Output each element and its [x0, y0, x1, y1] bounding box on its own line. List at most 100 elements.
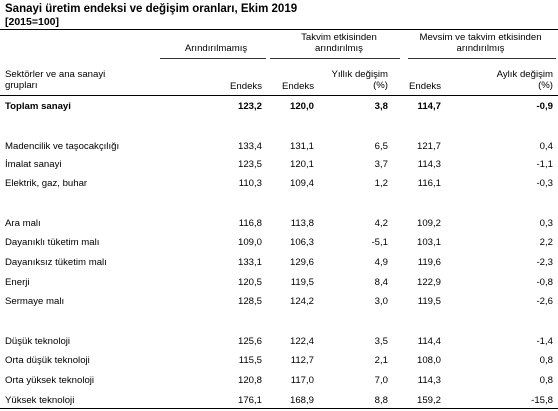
row-value: 116,8: [238, 218, 262, 229]
header-index-seasonal: Endeks: [409, 81, 441, 92]
row-value: 0,4: [539, 141, 553, 152]
row-value: 159,2: [416, 395, 441, 406]
row-value: -0,9: [536, 101, 553, 112]
row-value: -1,1: [536, 159, 553, 170]
row-label: Elektrik, gaz, buhar: [5, 178, 88, 189]
row-value: 119,5: [417, 296, 441, 307]
table-row: Dayanıksız tüketim malı 133,1 129,6 4,9 119,…: [0, 257, 558, 271]
table-row: Orta yüksek teknoloji 120,8 117,0 7,0 114,3 0…: [0, 375, 558, 389]
row-value: 123,2: [237, 101, 262, 112]
row-value: 109,2: [416, 218, 441, 229]
row-value: 106,3: [289, 237, 314, 248]
row-value: 116,1: [417, 178, 441, 189]
row-value: 131,1: [289, 141, 314, 152]
header-index-unadjusted: Endeks: [230, 81, 262, 92]
table-title: Sanayi üretim endeksi ve değişim oranlar…: [5, 3, 298, 15]
row-value: 168,9: [289, 395, 314, 406]
row-label: Madencilik ve taşocakçılığı: [5, 141, 120, 152]
header-rule: [0, 95, 558, 96]
row-value: 114,4: [417, 336, 441, 347]
table-row: Sermaye malı 128,5 124,2 3,0 119,5 -2,6: [0, 296, 558, 310]
row-value: 120,5: [237, 277, 262, 288]
header-sectors: Sektörler ve ana sanayi grupları: [5, 69, 106, 91]
row-value: -15,8: [531, 395, 553, 406]
rule-calendar: [270, 58, 400, 59]
row-label: Enerji: [5, 277, 30, 288]
row-label: Dayanıklı tüketim malı: [5, 237, 100, 248]
row-value: 109,4: [289, 178, 314, 189]
table-row: Ara malı 116,8 113,8 4,2 109,2 0,3: [0, 218, 558, 232]
bottom-rule: [0, 408, 558, 409]
row-value: 125,6: [237, 336, 262, 347]
row-value: 3,0: [374, 296, 388, 307]
row-value: 114,3: [417, 159, 441, 170]
row-value: 0,8: [539, 375, 553, 386]
row-value: -0,8: [536, 277, 553, 288]
row-value: 114,7: [417, 101, 441, 112]
row-value: 8,4: [374, 277, 388, 288]
rule-seasonal: [408, 58, 556, 59]
row-value: 4,9: [374, 257, 388, 268]
row-label: Orta düşük teknoloji: [5, 355, 90, 366]
row-value: 114,3: [417, 375, 441, 386]
header-calendar-adjusted: Takvim etkisinden arındırılmış: [301, 32, 377, 54]
row-value: 6,5: [374, 141, 388, 152]
row-value: 3,8: [374, 101, 388, 112]
row-value: -2,6: [536, 296, 553, 307]
row-value: 133,1: [237, 257, 262, 268]
row-label: Dayanıksız tüketim malı: [5, 257, 107, 268]
row-value: 110,3: [238, 178, 262, 189]
row-value: 3,7: [374, 159, 388, 170]
row-value: -1,4: [536, 336, 553, 347]
row-value: 120,8: [237, 375, 262, 386]
row-value: 3,5: [374, 336, 388, 347]
row-value: 115,5: [238, 355, 262, 366]
row-value: 124,2: [289, 296, 314, 307]
row-label: Ara malı: [5, 218, 41, 229]
row-label: Yüksek teknoloji: [5, 395, 75, 406]
row-value: 120,0: [289, 101, 314, 112]
row-label: Düşük teknoloji: [5, 336, 71, 347]
row-value: 2,2: [539, 237, 553, 248]
row-label: Orta yüksek teknoloji: [5, 375, 95, 386]
row-value: 4,2: [374, 218, 388, 229]
table-row: Yüksek teknoloji 176,1 168,9 8,8 159,2 -15,8: [0, 395, 558, 409]
header-unadjusted: Arındırılmamış: [184, 43, 248, 54]
header-seasonal-adjusted: Mevsim ve takvim etkisinden arındırılmış: [419, 32, 542, 54]
row-value: 108,0: [416, 355, 441, 366]
row-value: 7,0: [374, 375, 388, 386]
row-value: 129,6: [289, 257, 314, 268]
row-value: 123,5: [237, 159, 262, 170]
row-value: -5,1: [371, 237, 388, 248]
row-label: İmalat sanayi: [5, 159, 62, 170]
base-year-note: [2015=100]: [5, 16, 60, 28]
row-value: 122,4: [289, 336, 314, 347]
row-value: 122,9: [416, 277, 441, 288]
table-row: Düşük teknoloji 125,6 122,4 3,5 114,4 -1,4: [0, 336, 558, 350]
row-value: 112,7: [290, 355, 314, 366]
row-value: 121,7: [416, 141, 441, 152]
row-value: 119,6: [417, 257, 441, 268]
row-value: 109,0: [237, 237, 262, 248]
row-value: 0,3: [539, 218, 553, 229]
table-row: Enerji 120,5 119,5 8,4 122,9 -0,8: [0, 277, 558, 291]
row-label: Toplam sanayi: [5, 101, 71, 112]
table-row: Orta düşük teknoloji 115,5 112,7 2,1 108,0 0,…: [0, 355, 558, 369]
header-annual-change: Yıllık değişim (%): [331, 69, 388, 91]
row-value: 2,1: [374, 355, 388, 366]
row-value: 119,5: [290, 277, 314, 288]
row-value: 176,1: [237, 395, 262, 406]
row-value: -2,3: [536, 257, 553, 268]
rule-unadjusted: [160, 58, 266, 59]
row-value: 8,8: [374, 395, 388, 406]
top-rule: [0, 29, 558, 30]
row-value: 0,8: [539, 355, 553, 366]
table-row: Elektrik, gaz, buhar 110,3 109,4 1,2 116,1 -0…: [0, 178, 558, 192]
row-value: -0,3: [536, 178, 553, 189]
row-value: 117,0: [290, 375, 314, 386]
row-value: 1,2: [374, 178, 388, 189]
row-value: 120,1: [289, 159, 314, 170]
header-index-calendar: Endeks: [282, 81, 314, 92]
table-row: Dayanıklı tüketim malı 109,0 106,3 -5,1 103,…: [0, 237, 558, 251]
table-row: İmalat sanayi 123,5 120,1 3,7 114,3 -1,1: [0, 159, 558, 173]
